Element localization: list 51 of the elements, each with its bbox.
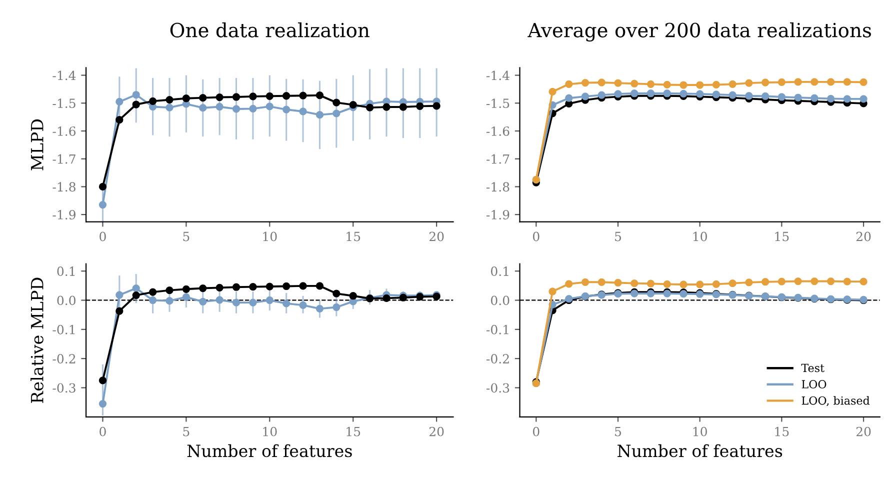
- y-tick-label: -1.8: [486, 182, 510, 192]
- x-axis-title: Number of features: [618, 444, 782, 458]
- x-tick-label: 0: [533, 426, 540, 436]
- x-tick-label: 10: [263, 232, 277, 242]
- x-tick-label: 15: [775, 232, 789, 242]
- x-tick-label: 5: [615, 232, 622, 242]
- y-tick-label: -1.9: [52, 210, 76, 220]
- x-tick-label: 20: [856, 426, 871, 436]
- y-tick-label: -0.2: [52, 354, 76, 364]
- y-tick-label: -1.8: [52, 182, 76, 192]
- y-tick-label: 0.0: [57, 296, 76, 306]
- y-tick-label: -0.1: [52, 324, 75, 334]
- y-tick-label: -1.4: [52, 70, 76, 80]
- y-tick-label: -1.6: [486, 126, 510, 136]
- x-tick-label: 5: [615, 427, 622, 436]
- x-tick-label: 10: [693, 232, 707, 242]
- x-tick-label: 15: [346, 232, 360, 242]
- y-tick-label: -1.5: [52, 98, 76, 108]
- y-axis-title: MLPD: [31, 119, 44, 170]
- x-tick-label: 5: [183, 427, 190, 436]
- y-tick-label: -0.3: [52, 383, 76, 393]
- x-tick-label: 15: [346, 426, 360, 436]
- y-tick-label: 0.0: [491, 296, 510, 306]
- y-axis-title: Relative MLPD: [30, 278, 44, 403]
- y-tick-label: -1.7: [52, 154, 76, 164]
- y-tick-label: -0.3: [486, 383, 510, 393]
- chart-title: One data realization: [170, 22, 370, 38]
- x-axis-title: Number of features: [187, 444, 352, 458]
- y-tick-label: -1.7: [486, 154, 510, 164]
- chart-title: Average over 200 data realizations: [528, 22, 871, 42]
- y-tick-label: -1.9: [486, 210, 510, 220]
- legend-label: LOO: [802, 380, 826, 388]
- x-tick-label: 10: [263, 426, 277, 436]
- x-tick-label: 0: [100, 232, 106, 242]
- x-tick-label: 20: [429, 232, 444, 242]
- x-tick-label: 5: [183, 232, 190, 242]
- x-tick-label: 10: [693, 426, 707, 436]
- x-tick-label: 0: [100, 426, 106, 436]
- y-tick-label: -1.5: [486, 98, 510, 108]
- legend-label: Test: [801, 364, 824, 372]
- y-tick-label: 0.1: [491, 266, 508, 276]
- x-tick-label: 20: [856, 232, 871, 242]
- y-tick-label: -1.4: [486, 70, 510, 80]
- y-tick-label: -1.6: [52, 126, 76, 136]
- x-tick-label: 15: [775, 426, 789, 436]
- legend-label: LOO, biased: [802, 396, 870, 406]
- y-tick-label: -0.2: [486, 354, 509, 364]
- y-tick-label: -0.1: [486, 324, 508, 334]
- x-tick-label: 0: [533, 232, 540, 242]
- y-tick-label: 0.1: [57, 266, 75, 276]
- x-tick-label: 20: [429, 426, 444, 436]
